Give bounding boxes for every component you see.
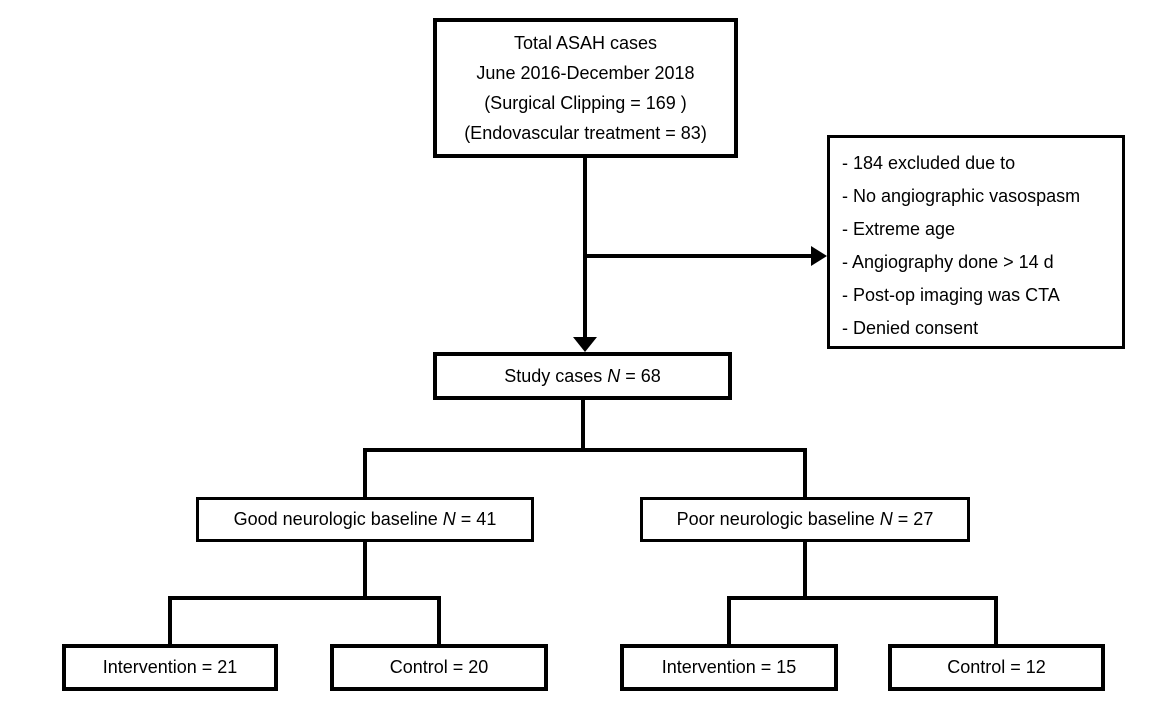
poor-baseline-n: N bbox=[879, 509, 893, 529]
poor-baseline-label: Poor neurologic baseline bbox=[676, 509, 880, 529]
exclusion-item-6: - Denied consent bbox=[842, 318, 979, 338]
total-cases-box: Total ASAH cases June 2016-December 2018… bbox=[433, 18, 738, 158]
good-baseline-n: N bbox=[442, 509, 456, 529]
exclusion-item-5: - Post-op imaging was CTA bbox=[842, 285, 1060, 305]
connector-to-intervention-15 bbox=[727, 596, 731, 644]
poor-baseline-box: Poor neurologic baseline N = 27 bbox=[640, 497, 970, 542]
good-baseline-value: = 41 bbox=[455, 509, 497, 529]
total-cases-line-4: (Endovascular treatment = 83) bbox=[464, 123, 707, 143]
connector-study-split bbox=[363, 448, 807, 452]
poor-intervention-label: Intervention = 15 bbox=[661, 657, 797, 677]
poor-intervention-box: Intervention = 15 bbox=[620, 644, 838, 691]
connector-study-stem bbox=[581, 400, 585, 450]
poor-baseline-value: = 27 bbox=[892, 509, 934, 529]
study-cases-label: Study cases bbox=[504, 365, 608, 386]
good-intervention-label: Intervention = 21 bbox=[102, 657, 238, 677]
connector-to-intervention-21 bbox=[168, 596, 172, 644]
connector-to-poor bbox=[803, 448, 807, 497]
exclusion-item-4: - Angiography done > 14 d bbox=[842, 252, 1054, 272]
good-control-box: Control = 20 bbox=[330, 644, 548, 691]
good-baseline-label: Good neurologic baseline bbox=[233, 509, 443, 529]
poor-control-label: Control = 12 bbox=[947, 657, 1046, 677]
study-cases-n: N bbox=[607, 365, 621, 386]
study-cases-value: = 68 bbox=[620, 365, 661, 386]
exclusion-item-1: - 184 excluded due to bbox=[842, 153, 1016, 173]
exclusion-item-3: - Extreme age bbox=[842, 219, 956, 239]
total-cases-line-3: (Surgical Clipping = 169 ) bbox=[484, 93, 687, 113]
good-intervention-box: Intervention = 21 bbox=[62, 644, 278, 691]
connector-poor-split bbox=[727, 596, 998, 600]
study-cases-box: Study cases N = 68 bbox=[433, 352, 732, 400]
connector-good-stem bbox=[363, 542, 367, 600]
connector-total-to-study bbox=[583, 156, 587, 338]
total-cases-line-2: June 2016-December 2018 bbox=[476, 63, 695, 83]
connector-to-control-20 bbox=[437, 596, 441, 644]
connector-poor-stem bbox=[803, 542, 807, 600]
poor-control-box: Control = 12 bbox=[888, 644, 1105, 691]
arrowhead-down-icon bbox=[573, 337, 597, 352]
connector-good-split bbox=[168, 596, 441, 600]
exclusion-box: - 184 excluded due to - No angiographic … bbox=[827, 135, 1125, 349]
total-cases-line-1: Total ASAH cases bbox=[513, 33, 658, 53]
connector-to-good bbox=[363, 448, 367, 497]
connector-to-control-12 bbox=[994, 596, 998, 644]
good-control-label: Control = 20 bbox=[389, 657, 489, 677]
exclusion-item-2: - No angiographic vasospasm bbox=[842, 186, 1081, 206]
arrowhead-right-icon bbox=[811, 246, 827, 266]
good-baseline-box: Good neurologic baseline N = 41 bbox=[196, 497, 534, 542]
connector-to-exclusion bbox=[585, 254, 812, 258]
